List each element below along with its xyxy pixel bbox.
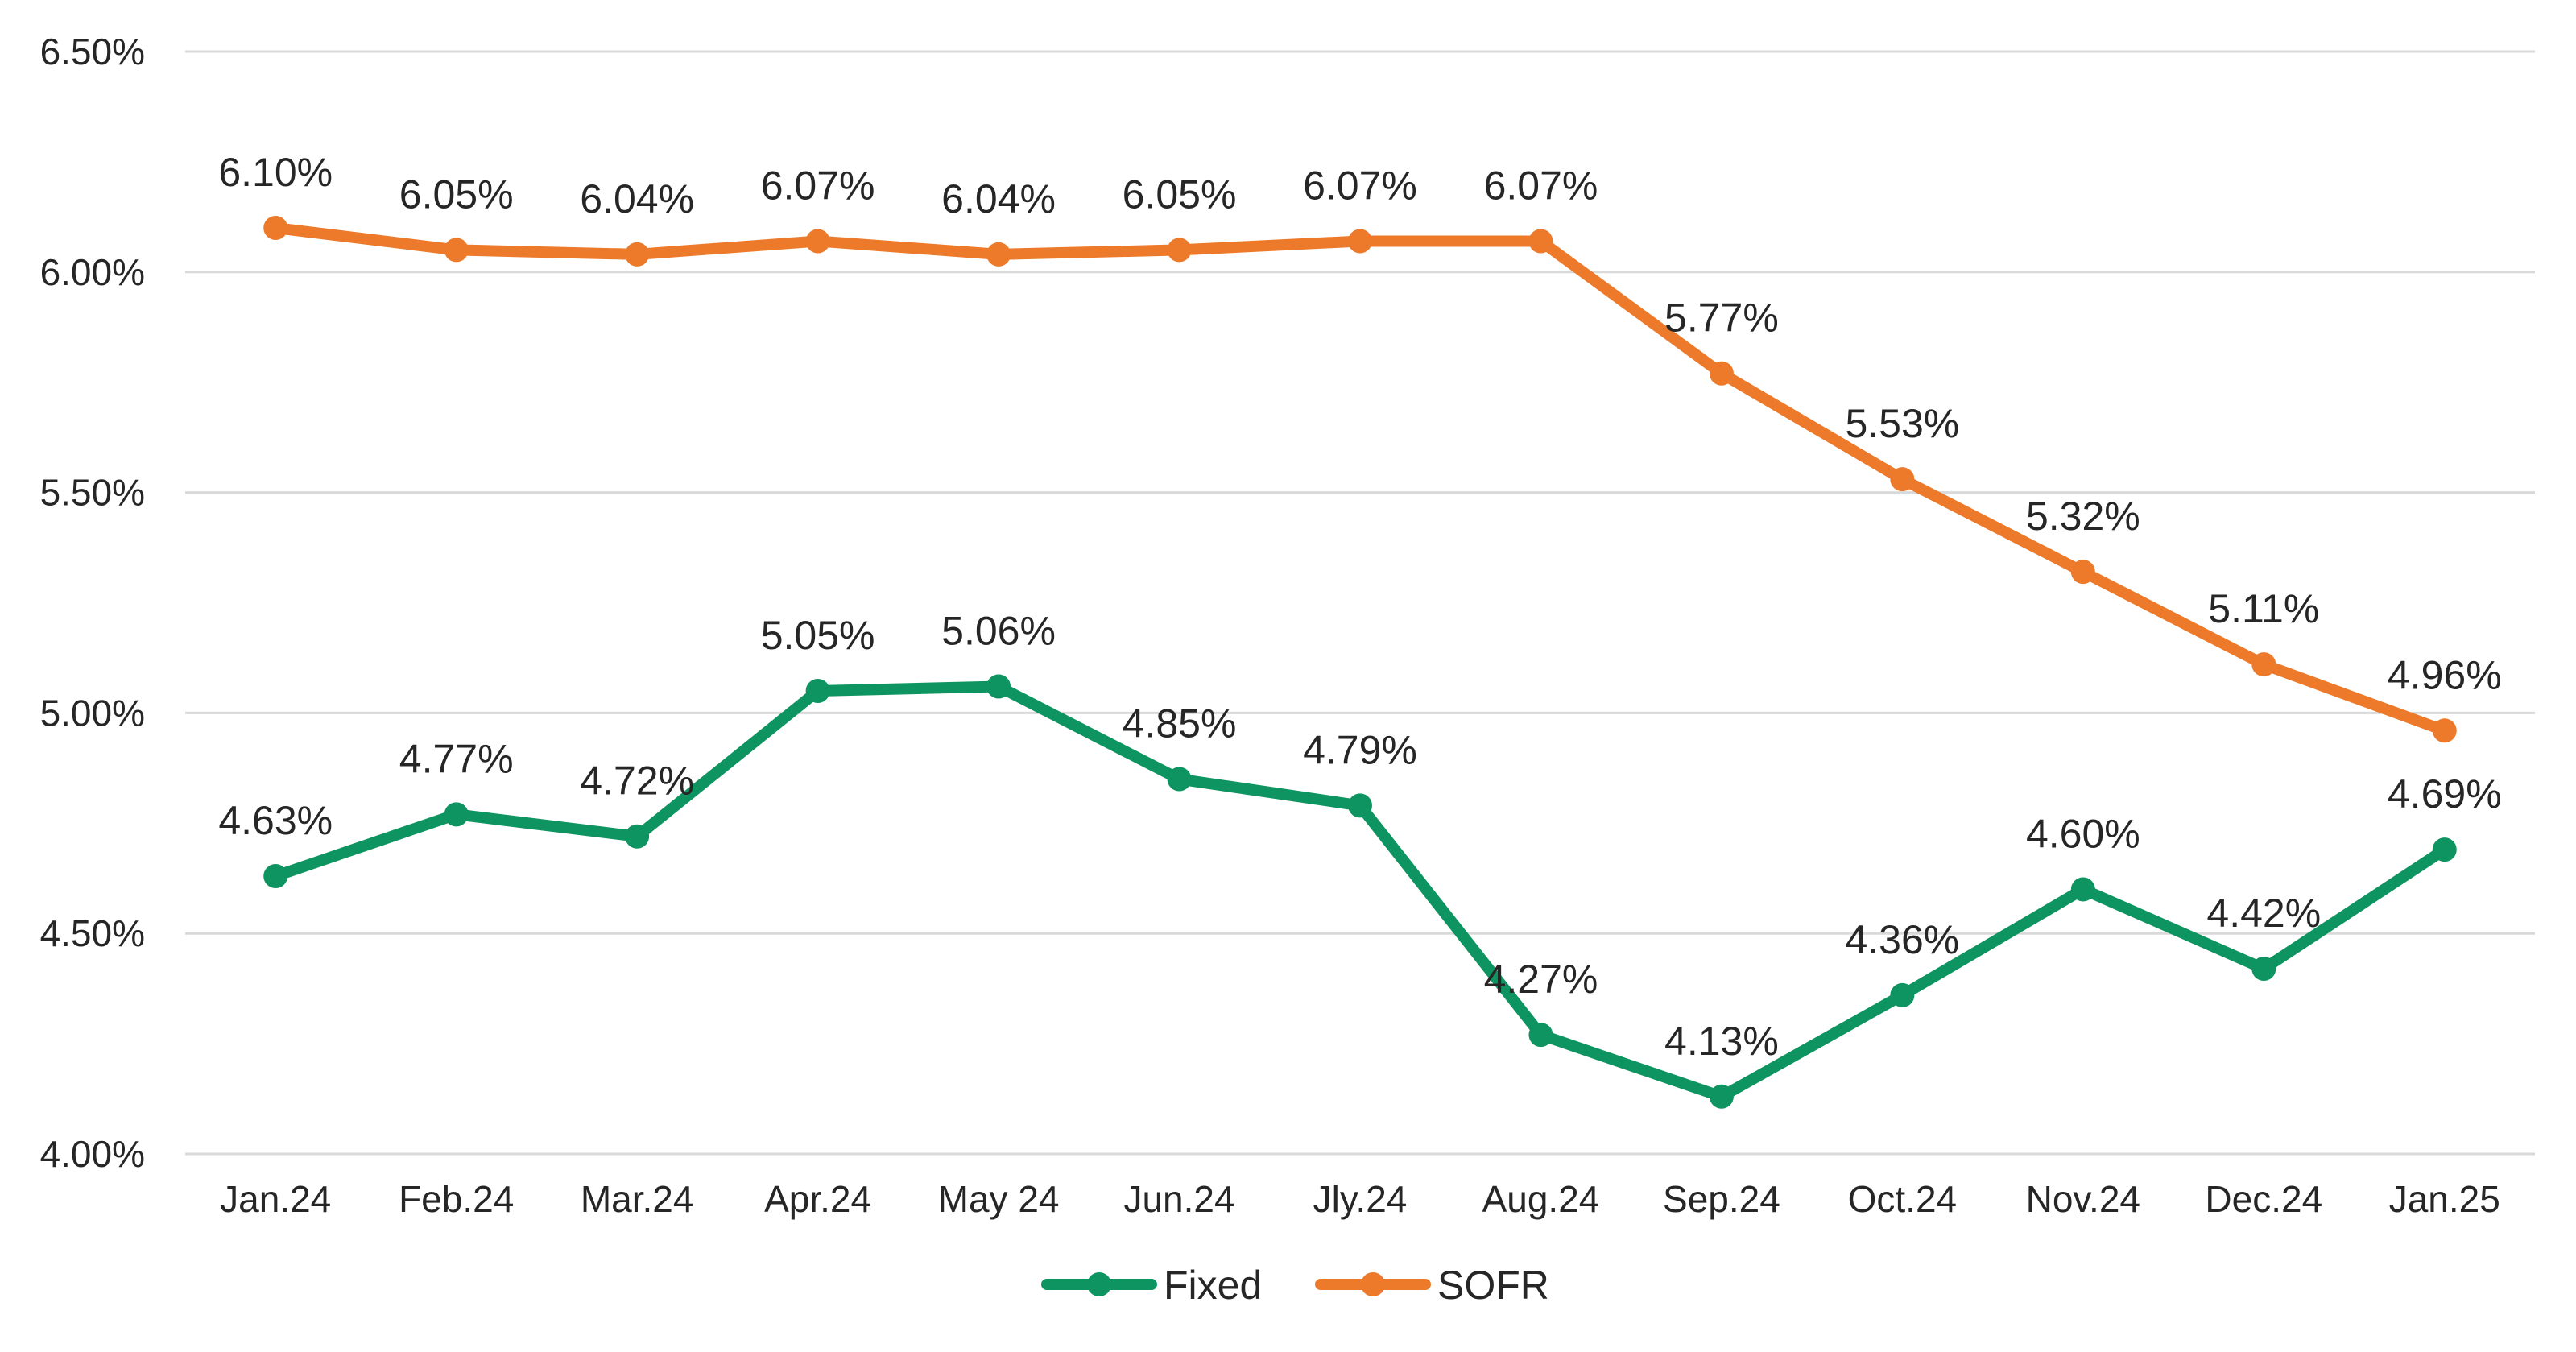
data-label-fixed: 4.42% (2206, 891, 2321, 936)
data-point-sofr (2251, 652, 2276, 677)
data-label-sofr: 6.10% (218, 150, 333, 195)
y-tick-label: 4.00% (40, 1133, 145, 1175)
data-label-sofr: 5.77% (1664, 296, 1779, 341)
data-label-fixed: 4.85% (1123, 701, 1237, 746)
data-point-sofr (1528, 229, 1553, 254)
data-label-fixed: 4.69% (2388, 771, 2502, 817)
y-axis-tick-labels: 4.00% 4.50% 5.00% 5.50% 6.00% 6.50% (40, 31, 145, 1175)
legend-item-sofr: SOFR (1315, 1263, 1549, 1308)
data-point-fixed (1709, 1084, 1734, 1109)
data-point-sofr (1348, 229, 1372, 254)
data-label-sofr: 6.05% (399, 172, 514, 217)
x-tick-label: Sep.24 (1663, 1178, 1780, 1220)
data-point-fixed (1528, 1023, 1553, 1048)
x-tick-label: Aug.24 (1482, 1178, 1600, 1220)
x-tick-label: Jan.25 (2389, 1178, 2500, 1220)
data-label-fixed: 4.72% (580, 759, 694, 804)
data-label-sofr: 6.05% (1123, 172, 1237, 217)
data-point-fixed (1167, 767, 1192, 792)
data-label-fixed: 4.79% (1303, 727, 1417, 772)
data-label-fixed: 5.06% (941, 609, 1056, 654)
data-point-sofr (986, 242, 1011, 267)
legend: Fixed SOFR (1041, 1263, 1549, 1308)
y-tick-label: 6.50% (40, 31, 145, 72)
data-label-fixed: 5.05% (761, 613, 875, 658)
data-label-fixed: 4.13% (1664, 1019, 1779, 1064)
x-tick-label: Oct.24 (1848, 1178, 1958, 1220)
data-point-fixed (1348, 793, 1372, 818)
data-point-fixed (1890, 982, 1915, 1007)
legend-item-fixed: Fixed (1041, 1263, 1262, 1308)
x-tick-label: Jan.24 (220, 1178, 331, 1220)
data-label-fixed: 4.60% (2026, 811, 2140, 856)
data-point-fixed (263, 864, 288, 889)
x-tick-label: Jun.24 (1123, 1178, 1234, 1220)
y-tick-label: 6.00% (40, 251, 145, 293)
y-tick-label: 5.50% (40, 472, 145, 514)
x-tick-label: Dec.24 (2205, 1178, 2322, 1220)
legend-label-sofr: SOFR (1437, 1263, 1549, 1308)
data-label-fixed: 4.27% (1484, 957, 1598, 1002)
data-point-fixed (2432, 837, 2457, 862)
data-label-sofr: 6.07% (1303, 163, 1417, 208)
series-line-sofr (270, 222, 2450, 737)
data-label-sofr: 5.53% (1845, 401, 1959, 446)
x-tick-label: Jly.24 (1313, 1178, 1408, 1220)
data-point-fixed (444, 802, 469, 827)
data-label-sofr: 6.07% (761, 163, 875, 208)
data-label-sofr: 6.07% (1484, 163, 1598, 208)
data-point-fixed (2070, 877, 2095, 902)
data-point-sofr (1167, 238, 1192, 263)
x-tick-label: May 24 (938, 1178, 1060, 1220)
data-labels: 4.63% 4.77% 4.72% 5.05% 5.06% 4.85% 4.79% 4.27%… (218, 150, 2501, 1064)
data-label-fixed: 4.77% (399, 736, 514, 781)
data-point-sofr (1890, 467, 1915, 492)
y-tick-label: 4.50% (40, 912, 145, 954)
x-tick-label: Feb.24 (399, 1178, 514, 1220)
data-point-fixed (625, 824, 650, 849)
data-point-fixed (2251, 957, 2276, 982)
legend-marker-sofr (1361, 1272, 1385, 1296)
data-point-sofr (625, 242, 650, 267)
x-tick-label: Apr.24 (764, 1178, 871, 1220)
data-point-sofr (1709, 361, 1734, 386)
data-point-fixed (805, 679, 830, 704)
data-point-sofr (444, 238, 469, 263)
data-label-sofr: 6.04% (941, 176, 1056, 221)
data-label-sofr: 6.04% (580, 176, 694, 221)
data-point-sofr (2432, 718, 2457, 743)
y-tick-label: 5.00% (40, 692, 145, 734)
data-point-sofr (2070, 560, 2095, 585)
data-point-fixed (986, 674, 1011, 699)
data-label-sofr: 5.11% (2208, 586, 2319, 631)
data-label-sofr: 4.96% (2388, 652, 2502, 697)
x-tick-label: Mar.24 (581, 1178, 694, 1220)
legend-marker-fixed (1087, 1272, 1111, 1296)
legend-label-fixed: Fixed (1164, 1263, 1262, 1308)
data-label-fixed: 4.63% (218, 798, 333, 843)
x-axis-tick-labels: Jan.24 Feb.24 Mar.24 Apr.24 May 24 Jun.24 Jly.… (220, 1178, 2500, 1220)
data-point-sofr (263, 216, 288, 241)
data-label-fixed: 4.36% (1845, 917, 1959, 962)
series-group (263, 216, 2457, 1109)
gridlines (185, 50, 2535, 1156)
data-label-sofr: 5.32% (2026, 494, 2140, 539)
x-tick-label: Nov.24 (2026, 1178, 2140, 1220)
data-point-sofr (805, 229, 830, 254)
